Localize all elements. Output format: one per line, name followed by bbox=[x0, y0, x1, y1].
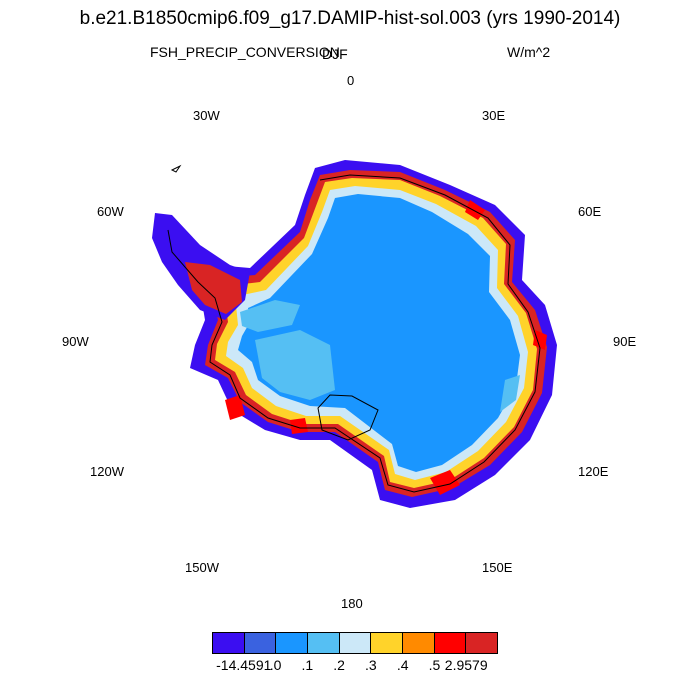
colorbar-swatch-4 bbox=[339, 633, 372, 653]
variable-label: FSH_PRECIP_CONVERSION bbox=[150, 44, 340, 60]
coastline bbox=[167, 174, 541, 493]
lon-label-0: 0 bbox=[347, 73, 355, 88]
units-label: W/m^2 bbox=[507, 44, 551, 60]
colorbar-swatch-8 bbox=[466, 633, 498, 653]
island-outline bbox=[170, 164, 182, 173]
colorbar-swatch-6 bbox=[403, 633, 435, 653]
lon-label-60e: 60E bbox=[578, 204, 602, 219]
lon-label-150e: 150E bbox=[482, 560, 513, 575]
spots-red bbox=[225, 200, 547, 495]
lon-label-150w: 150W bbox=[185, 560, 219, 575]
lon-label-30e: 30E bbox=[482, 108, 506, 123]
ice-sheet bbox=[238, 194, 520, 472]
colorbar-label: .5 bbox=[428, 657, 441, 673]
lon-label-180: 180 bbox=[341, 596, 363, 611]
colorbar-swatch-7 bbox=[434, 633, 467, 653]
ross-shelf bbox=[255, 330, 335, 400]
colorbar-label: .2 bbox=[333, 657, 345, 673]
colorbar-label: 2.9579 bbox=[444, 657, 488, 673]
east-shelf bbox=[500, 375, 520, 412]
colorbar-label: .4 bbox=[396, 657, 409, 673]
lon-label-90e: 90E bbox=[613, 334, 637, 349]
lon-label-120w: 120W bbox=[90, 464, 124, 479]
lon-label-30w: 30W bbox=[193, 108, 220, 123]
colorbar-swatch-0 bbox=[213, 633, 245, 653]
colorbar-swatch-1 bbox=[244, 633, 277, 653]
lon-label-90w: 90W bbox=[62, 334, 89, 349]
colorbar-swatch-3 bbox=[308, 633, 340, 653]
colorbar-label: .0 bbox=[269, 657, 282, 673]
colorbar-label: .1 bbox=[301, 657, 314, 673]
ronne-shelf bbox=[240, 300, 300, 332]
season-label: DJF bbox=[322, 46, 348, 62]
colorbar-label: -14.4591 bbox=[216, 657, 272, 673]
colorbar bbox=[212, 632, 498, 654]
lon-label-60w: 60W bbox=[97, 204, 124, 219]
colorbar-swatch-5 bbox=[371, 633, 404, 653]
colorbar-label: .3 bbox=[365, 657, 377, 673]
lon-label-120e: 120E bbox=[578, 464, 609, 479]
colorbar-swatch-2 bbox=[276, 633, 309, 653]
peninsula-red bbox=[185, 262, 242, 314]
plot-title: b.e21.B1850cmip6.f09_g17.DAMIP-hist-sol.… bbox=[79, 8, 621, 29]
